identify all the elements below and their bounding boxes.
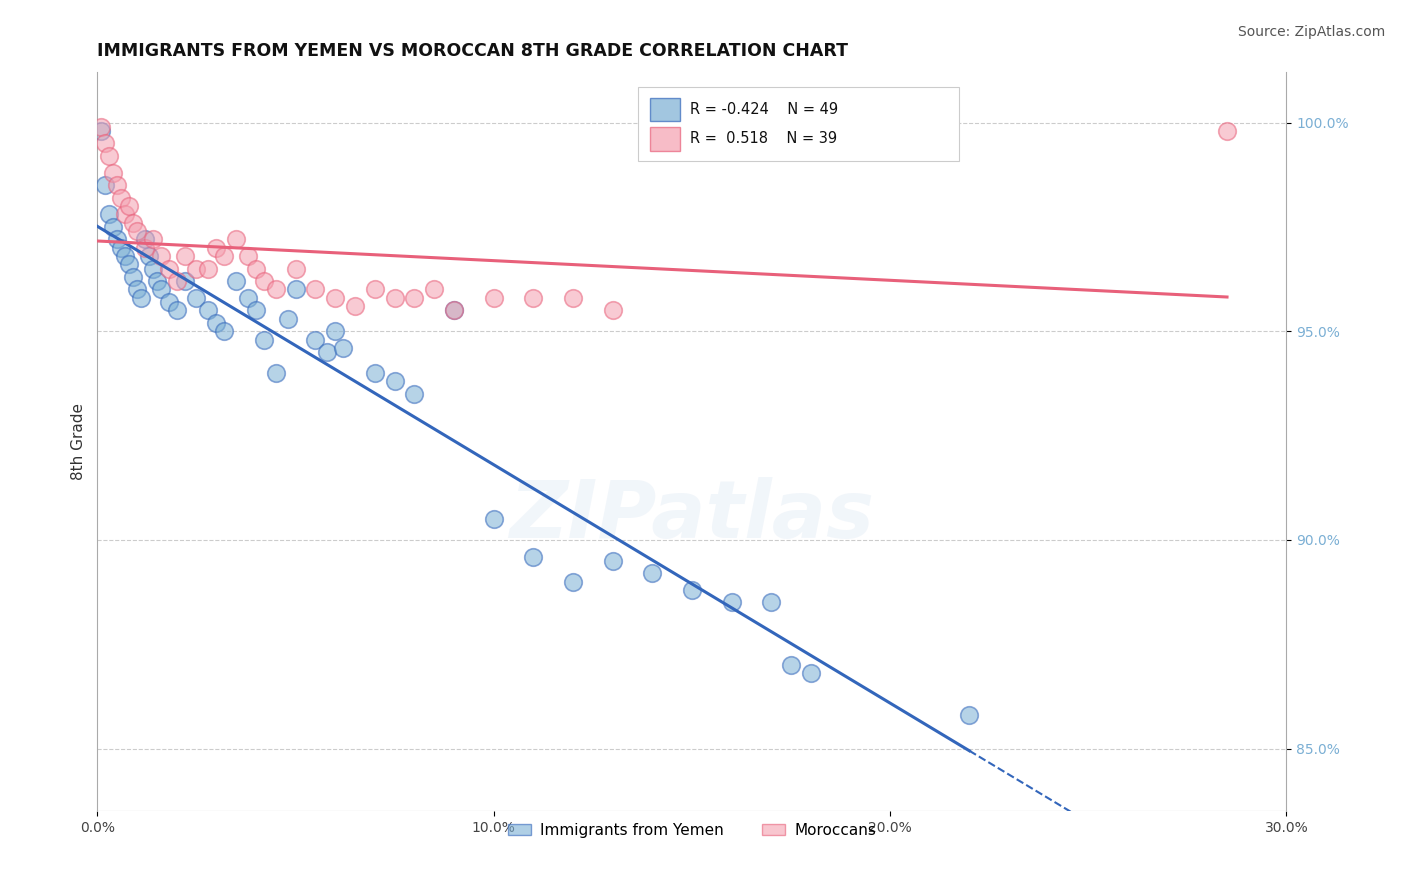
Point bbox=[522, 549, 544, 564]
Point bbox=[364, 366, 387, 380]
Point bbox=[236, 249, 259, 263]
Point bbox=[1216, 124, 1239, 138]
Text: ZIPatlas: ZIPatlas bbox=[509, 476, 875, 555]
Point bbox=[253, 274, 276, 288]
Point bbox=[197, 261, 219, 276]
Point bbox=[103, 219, 125, 234]
Point bbox=[720, 595, 742, 609]
Point bbox=[105, 232, 128, 246]
Point bbox=[332, 341, 354, 355]
FancyBboxPatch shape bbox=[651, 97, 681, 121]
Point bbox=[125, 224, 148, 238]
Point bbox=[146, 274, 169, 288]
Point bbox=[316, 345, 339, 359]
Point bbox=[245, 261, 267, 276]
Point bbox=[236, 291, 259, 305]
Point bbox=[562, 291, 585, 305]
Text: R = -0.424    N = 49: R = -0.424 N = 49 bbox=[689, 102, 838, 117]
Point bbox=[173, 274, 195, 288]
Text: R =  0.518    N = 39: R = 0.518 N = 39 bbox=[689, 131, 837, 146]
Point bbox=[122, 269, 145, 284]
Point bbox=[157, 295, 180, 310]
Point bbox=[277, 311, 299, 326]
Point bbox=[225, 274, 247, 288]
Point bbox=[157, 261, 180, 276]
Point bbox=[364, 283, 387, 297]
Point bbox=[681, 582, 703, 597]
Point bbox=[957, 708, 980, 723]
Point bbox=[482, 512, 505, 526]
Point bbox=[225, 232, 247, 246]
Point bbox=[114, 249, 136, 263]
Point bbox=[443, 303, 465, 318]
Point bbox=[384, 374, 406, 388]
Point bbox=[264, 283, 287, 297]
Point bbox=[149, 249, 172, 263]
Point bbox=[166, 274, 188, 288]
Point bbox=[780, 658, 803, 673]
Point bbox=[212, 324, 235, 338]
Point bbox=[134, 232, 156, 246]
Point bbox=[304, 333, 326, 347]
Point bbox=[404, 386, 426, 401]
Point bbox=[253, 333, 276, 347]
Point bbox=[98, 149, 121, 163]
Point bbox=[602, 554, 624, 568]
Point bbox=[205, 241, 228, 255]
Point bbox=[323, 324, 346, 338]
Point bbox=[129, 291, 152, 305]
Point bbox=[142, 261, 165, 276]
Point bbox=[118, 257, 141, 271]
Text: Source: ZipAtlas.com: Source: ZipAtlas.com bbox=[1237, 25, 1385, 39]
Point bbox=[602, 303, 624, 318]
Point bbox=[759, 595, 782, 609]
Point bbox=[103, 165, 125, 179]
Point bbox=[118, 199, 141, 213]
FancyBboxPatch shape bbox=[651, 127, 681, 151]
Point bbox=[562, 574, 585, 589]
Point bbox=[205, 316, 228, 330]
Point bbox=[522, 291, 544, 305]
Y-axis label: 8th Grade: 8th Grade bbox=[72, 403, 86, 480]
Point bbox=[186, 261, 208, 276]
Point bbox=[110, 241, 132, 255]
Text: IMMIGRANTS FROM YEMEN VS MOROCCAN 8TH GRADE CORRELATION CHART: IMMIGRANTS FROM YEMEN VS MOROCCAN 8TH GR… bbox=[97, 42, 848, 60]
Point bbox=[94, 178, 117, 193]
Point bbox=[166, 303, 188, 318]
Point bbox=[482, 291, 505, 305]
Legend: Immigrants from Yemen, Moroccans: Immigrants from Yemen, Moroccans bbox=[502, 817, 882, 844]
Point bbox=[94, 136, 117, 151]
Point bbox=[105, 178, 128, 193]
Point bbox=[90, 120, 112, 134]
Point bbox=[264, 366, 287, 380]
Point bbox=[138, 249, 160, 263]
Point bbox=[443, 303, 465, 318]
Point bbox=[186, 291, 208, 305]
Point bbox=[110, 191, 132, 205]
Point bbox=[173, 249, 195, 263]
Point bbox=[212, 249, 235, 263]
Point bbox=[90, 124, 112, 138]
Point bbox=[323, 291, 346, 305]
Point bbox=[384, 291, 406, 305]
Point bbox=[304, 283, 326, 297]
Point bbox=[142, 232, 165, 246]
Point bbox=[197, 303, 219, 318]
Point bbox=[423, 283, 446, 297]
Point bbox=[134, 241, 156, 255]
Point bbox=[149, 283, 172, 297]
Point bbox=[641, 566, 664, 581]
Point bbox=[284, 283, 307, 297]
Point bbox=[245, 303, 267, 318]
Point bbox=[284, 261, 307, 276]
Point bbox=[800, 666, 823, 681]
Point bbox=[122, 216, 145, 230]
Point bbox=[343, 299, 366, 313]
FancyBboxPatch shape bbox=[638, 87, 959, 161]
Point bbox=[125, 283, 148, 297]
Point bbox=[98, 207, 121, 221]
Point bbox=[114, 207, 136, 221]
Point bbox=[404, 291, 426, 305]
